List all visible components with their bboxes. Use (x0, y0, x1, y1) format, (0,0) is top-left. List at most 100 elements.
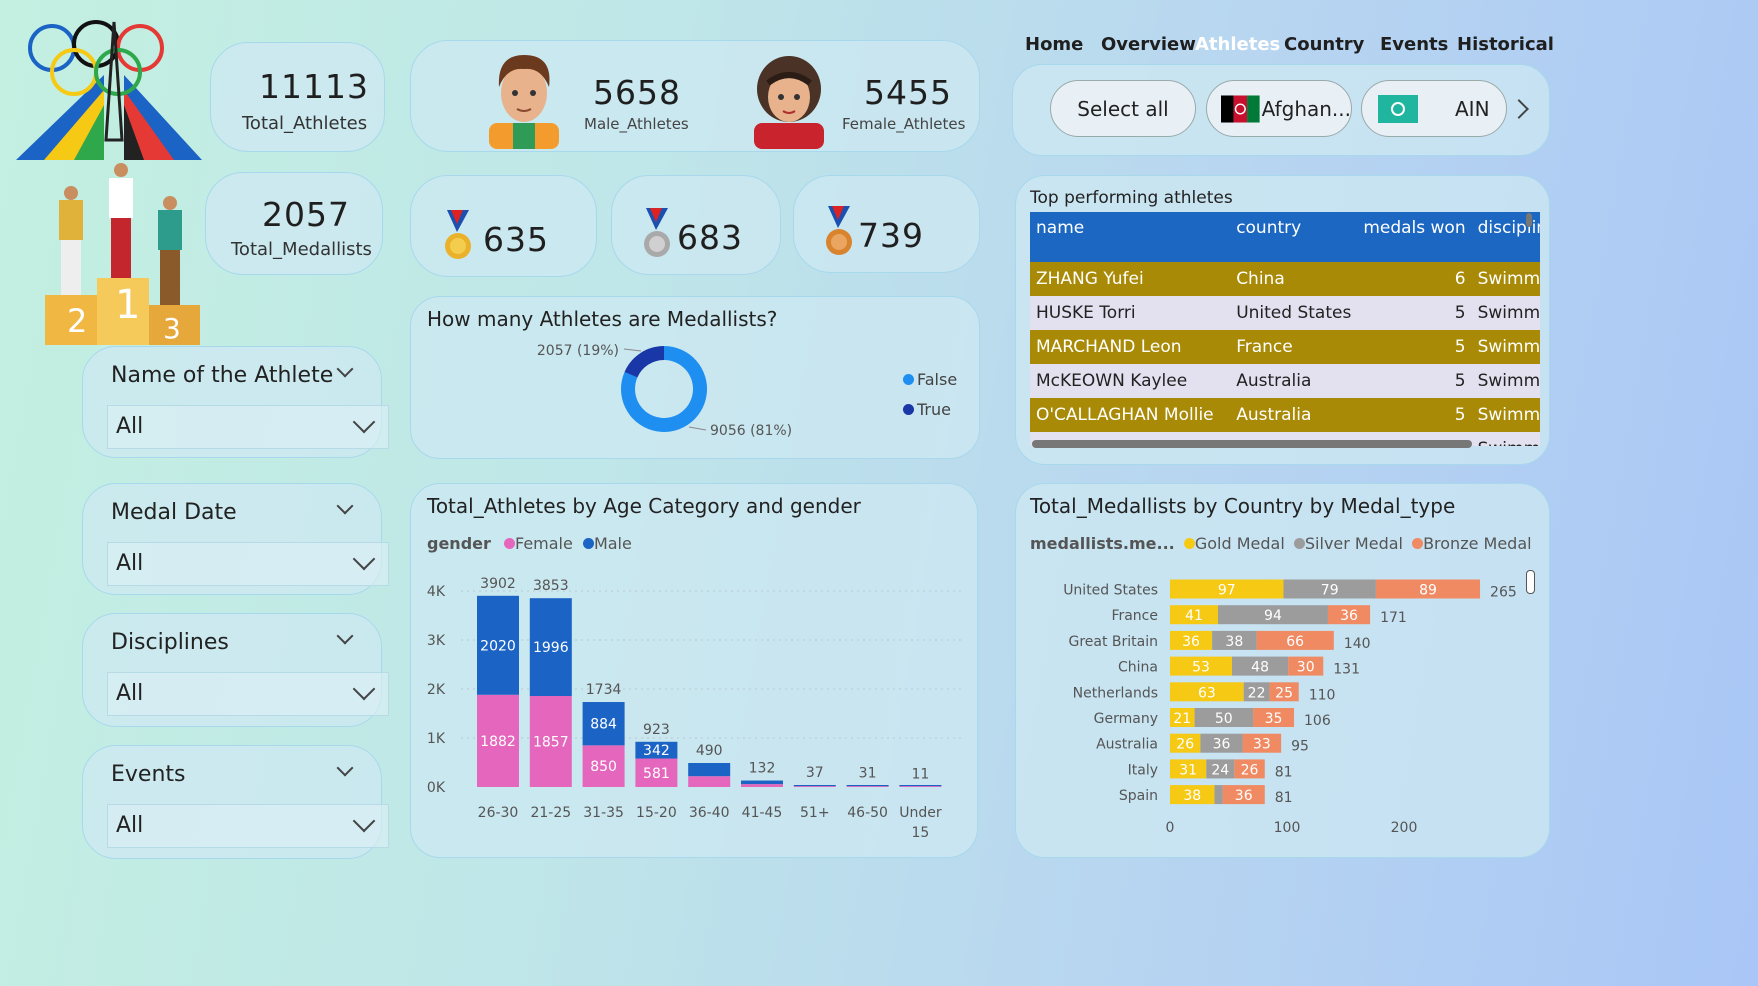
column-header-disciplines[interactable]: disciplines (1471, 212, 1540, 262)
bar-gold-medal (1170, 682, 1244, 702)
bar-value-label: 66 (1286, 634, 1304, 650)
chevron-down-icon (352, 410, 376, 434)
medal-date-dropdown[interactable]: All (107, 542, 389, 586)
donut-leader-true (623, 348, 642, 352)
bar-silver-medal (1194, 708, 1254, 727)
collapse-chevron-icon[interactable] (336, 759, 354, 777)
nav-athletes[interactable]: Athletes (1195, 34, 1281, 55)
donut-label-false: 9056 (81%) (710, 423, 792, 439)
bar-value-label: 36 (1182, 634, 1200, 650)
bar-male-31-35 (582, 702, 625, 746)
bar-silver-medal (1212, 630, 1257, 650)
podium-illustration: 2 1 3 (45, 160, 200, 345)
bar-value-label: 53 (1192, 660, 1210, 676)
donut-legend: False True (903, 365, 957, 425)
bar-value-label: 26 (1241, 762, 1259, 778)
column-header-country[interactable]: country (1230, 212, 1358, 262)
disciplines-dropdown[interactable]: All (107, 672, 389, 716)
table-row[interactable]: O'CALLAGHAN MollieAustralia5Swimming (1030, 398, 1540, 432)
nav-overview[interactable]: Overview (1101, 34, 1196, 55)
medal-date-slicer[interactable]: Medal Date All (82, 483, 389, 595)
table-cell-country: United States (1230, 296, 1358, 330)
bar-value-label: 31 (1179, 762, 1197, 778)
bronze-medal-card: 739 (793, 175, 980, 273)
age-chart-title: Total_Athletes by Age Category and gende… (427, 494, 861, 518)
bronze-medal-icon (826, 206, 852, 255)
table-vertical-scrollbar[interactable] (1526, 213, 1532, 227)
bar-total-label: 106 (1304, 713, 1331, 729)
disciplines-slicer[interactable]: Disciplines All (82, 613, 389, 727)
x-tick-label: 31-35 (583, 805, 624, 821)
nav-events[interactable]: Events (1380, 34, 1449, 55)
bronze-medal-count: 739 (858, 216, 924, 255)
svg-text:1: 1 (115, 282, 140, 328)
bar-total-label: 171 (1380, 610, 1407, 626)
legend-bronze: Bronze Medal (1423, 534, 1532, 553)
top-athletes-title: Top performing athletes (1030, 188, 1233, 208)
bar-label-male: 1996 (533, 640, 569, 656)
bar-female-36-40 (688, 776, 731, 787)
bar-value-label: 35 (1265, 711, 1283, 727)
table-cell-medals-won: 5 (1357, 398, 1472, 432)
y-tick-label: 0K (427, 780, 446, 796)
table-horizontal-scrollbar[interactable] (1032, 440, 1472, 448)
bar-total-label: 132 (749, 761, 776, 777)
country-label: China (1118, 660, 1158, 676)
country-label: France (1111, 608, 1158, 624)
nav-home[interactable]: Home (1025, 34, 1084, 55)
athlete-name-slicer-title: Name of the Athlete (111, 363, 334, 388)
country-chart-card: Total_Medallists by Country by Medal_typ… (1015, 483, 1550, 858)
bar-label-male: 2020 (480, 638, 516, 654)
bar-silver-medal (1206, 759, 1235, 779)
silver-medal-card: 683 (611, 175, 781, 275)
collapse-chevron-icon[interactable] (336, 360, 354, 378)
female-athletes-value: 5455 (864, 73, 952, 112)
bar-male-15-20 (635, 741, 678, 759)
country-chip-ain-label: AIN (1455, 96, 1490, 121)
bar-value-label: 30 (1297, 660, 1315, 676)
total-athletes-label: Total_Athletes (242, 113, 368, 134)
events-dropdown[interactable]: All (107, 804, 389, 848)
events-slicer[interactable]: Events All (82, 745, 389, 859)
table-row[interactable]: McKEOWN KayleeAustralia5Swimming (1030, 364, 1540, 398)
table-cell-name: HUSKE Torri (1030, 296, 1231, 330)
table-cell-medals-won: 5 (1357, 330, 1472, 364)
bar-value-label: 33 (1253, 737, 1271, 753)
ain-flag-icon (1378, 94, 1418, 123)
bar-silver-medal (1232, 656, 1289, 676)
athlete-name-slicer[interactable]: Name of the Athlete All (82, 346, 389, 458)
female-avatar (748, 49, 830, 149)
nav-country[interactable]: Country (1284, 34, 1365, 55)
disciplines-value: All (116, 681, 144, 706)
table-cell-disciplines: Swimming (1471, 398, 1540, 432)
column-header-medals-won[interactable]: medals won (1357, 212, 1472, 262)
table-cell-disciplines: Swimming (1471, 262, 1540, 296)
nav-historical[interactable]: Historical (1457, 34, 1554, 55)
collapse-chevron-icon[interactable] (336, 497, 354, 515)
column-header-name[interactable]: name (1030, 212, 1231, 262)
bar-female-Under 15 (899, 786, 942, 787)
country-chart-scrollbar[interactable] (1526, 570, 1535, 594)
bar-bronze-medal (1242, 733, 1282, 753)
y-tick-label: 1K (427, 731, 446, 747)
collapse-chevron-icon[interactable] (336, 627, 354, 645)
female-athletes-label: Female_Athletes (842, 115, 966, 133)
country-chip-ain[interactable]: AIN (1361, 80, 1507, 137)
country-label: Germany (1094, 711, 1158, 727)
table-row[interactable]: ZHANG YufeiChina6Swimming (1030, 262, 1540, 296)
age-category-bar-chart: 0K 1K 2K 3K 4K 1882 2020 3902 26-30 1857 1996 3853 2… (427, 576, 961, 841)
table-cell-disciplines: Swimming (1471, 364, 1540, 398)
legend-gold: Gold Medal (1194, 534, 1285, 553)
select-all-button[interactable]: Select all (1050, 80, 1196, 137)
male-athletes-value: 5658 (593, 73, 681, 112)
age-chart-legend: gender Female Male (427, 534, 632, 553)
country-chip-afghanistan[interactable]: Afghan... (1206, 80, 1352, 137)
athlete-name-dropdown[interactable]: All (107, 405, 389, 449)
bar-value-label: 41 (1185, 608, 1203, 624)
medallists-donut-card: How many Athletes are Medallists? 2057 (… (410, 296, 980, 459)
legend-male: Male (593, 534, 632, 553)
bar-total-label: 923 (643, 722, 670, 738)
country-label: Spain (1119, 788, 1158, 804)
table-row[interactable]: MARCHAND LeonFrance5Swimming (1030, 330, 1540, 364)
